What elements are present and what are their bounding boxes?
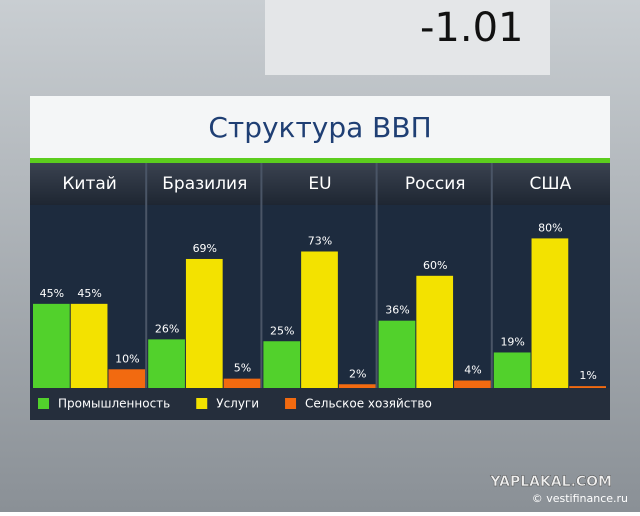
legend-swatch bbox=[38, 398, 49, 409]
bar bbox=[569, 386, 606, 388]
bar bbox=[263, 341, 301, 388]
bar bbox=[33, 303, 70, 388]
legend-label: Промышленность bbox=[58, 397, 170, 411]
bar bbox=[416, 275, 454, 388]
value-label: 1% bbox=[579, 369, 596, 382]
screen-text: -1.01 bbox=[420, 5, 524, 51]
value-label: 2% bbox=[349, 367, 366, 380]
bar bbox=[223, 378, 261, 388]
category-label: Россия bbox=[405, 174, 466, 194]
bar bbox=[70, 303, 108, 388]
value-label: 73% bbox=[308, 234, 332, 247]
category-label: EU bbox=[308, 174, 331, 194]
legend-row bbox=[30, 388, 610, 420]
value-label: 69% bbox=[193, 242, 217, 255]
value-label: 4% bbox=[464, 364, 481, 377]
legend-label: Сельское хозяйство bbox=[305, 397, 432, 411]
source: © vestifinance.ru bbox=[532, 492, 628, 505]
watermark: YAPLAKAL.COM bbox=[489, 474, 612, 490]
category-label: США bbox=[530, 174, 572, 194]
value-label: 45% bbox=[40, 287, 64, 300]
value-label: 36% bbox=[385, 304, 409, 317]
bar bbox=[493, 352, 531, 388]
value-label: 26% bbox=[155, 322, 179, 335]
value-label: 80% bbox=[538, 221, 562, 234]
bar bbox=[108, 369, 146, 388]
value-label: 5% bbox=[234, 362, 251, 375]
value-label: 10% bbox=[115, 352, 139, 365]
category-label: Бразилия bbox=[162, 174, 247, 194]
bar bbox=[378, 320, 416, 388]
chart-title: Структура ВВП bbox=[208, 111, 431, 144]
legend-swatch bbox=[285, 398, 297, 409]
legend-swatch bbox=[196, 398, 208, 409]
value-label: 60% bbox=[423, 259, 447, 272]
bar bbox=[301, 251, 338, 388]
bar bbox=[338, 384, 376, 388]
legend-label: Услуги bbox=[216, 397, 259, 411]
title-rule bbox=[30, 158, 610, 163]
category-label: Китай bbox=[62, 174, 117, 194]
bar bbox=[531, 238, 569, 388]
title-area bbox=[30, 96, 610, 158]
bar bbox=[454, 380, 491, 388]
bar bbox=[185, 258, 223, 388]
value-label: 25% bbox=[270, 324, 294, 337]
value-label: 19% bbox=[500, 335, 524, 348]
header-row bbox=[30, 163, 610, 205]
screen bbox=[265, 0, 550, 75]
value-label: 45% bbox=[77, 287, 101, 300]
bar bbox=[148, 339, 185, 388]
